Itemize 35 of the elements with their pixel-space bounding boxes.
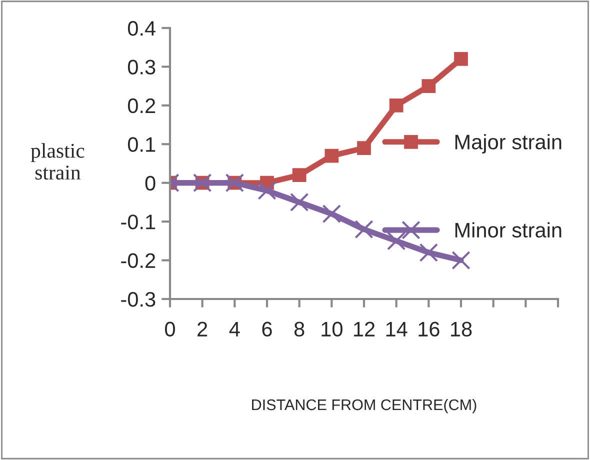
y-axis-title: plastic strain [30,143,84,180]
y-tick-label: -0.1 [121,214,156,230]
x-tick-label: 10 [322,322,342,337]
point [452,250,470,270]
x-tick-label: 4 [229,322,240,336]
point [292,168,306,182]
y-tick-label: 0.2 [128,98,156,114]
y-tick-label: -0.2 [121,253,156,268]
x-tick-label: 0 [165,322,175,337]
point [419,243,438,262]
point [322,204,342,224]
legend-label: Minor strain [455,222,562,238]
x-tick-label: 8 [294,322,304,337]
point [454,52,468,66]
x-tick-label: 6 [262,322,272,337]
y-tick-label: -0.3 [121,292,156,307]
y-tick-label: 0.4 [128,21,156,36]
y-tick-label: 0 [145,176,156,191]
x-tick-label: 16 [418,322,440,337]
point [258,181,276,200]
y-tick-label: 0.3 [128,60,156,74]
x-tick-label: 18 [451,322,472,337]
point [357,141,371,155]
point [290,192,309,212]
point [389,98,404,112]
point [386,232,406,250]
point [324,148,339,163]
x-tick-label: 14 [386,322,408,336]
legend-label: Major strain [455,134,562,154]
x-tick-label: 12 [354,322,375,336]
x-axis-title: DISTANCE FROM CENTRE(CM) [252,398,476,414]
y-tick-label: 0.1 [128,137,156,152]
point [422,79,436,94]
x-tick-label: 2 [198,322,208,336]
point [354,220,374,239]
